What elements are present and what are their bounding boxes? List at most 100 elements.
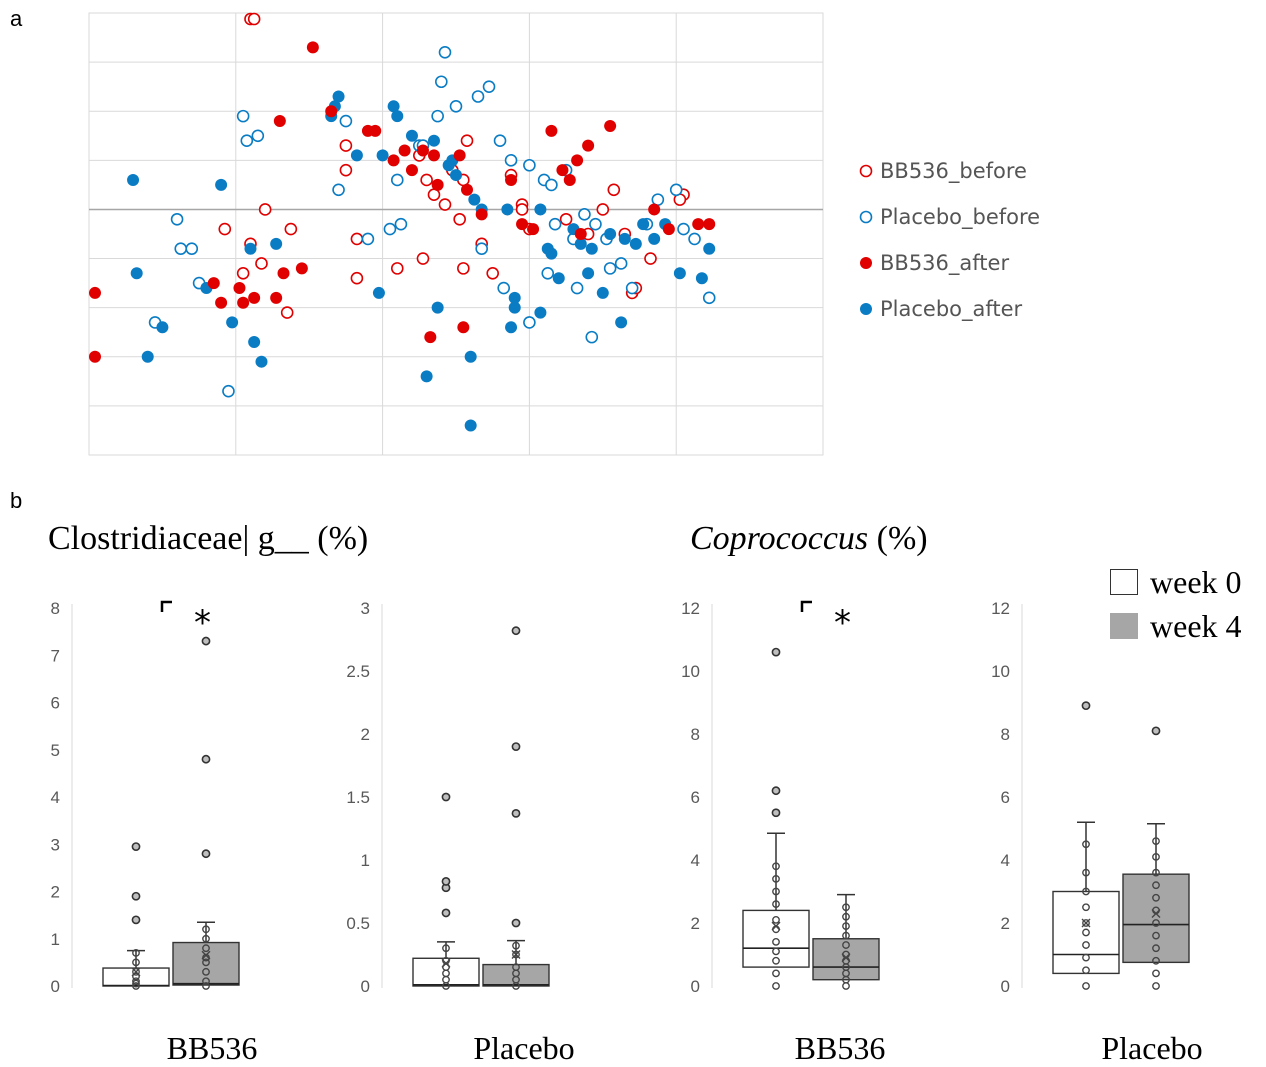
outlier-point xyxy=(511,626,521,636)
outlier-point xyxy=(511,808,521,818)
y-tick-label: 7 xyxy=(51,646,60,665)
point-placebo-before xyxy=(578,208,591,221)
data-point xyxy=(1082,887,1090,896)
point-bb536-after xyxy=(692,218,705,231)
point-placebo-after xyxy=(376,149,389,162)
point-placebo-before xyxy=(251,129,265,143)
point-bb536-after xyxy=(295,262,308,275)
mean-marker xyxy=(201,950,211,960)
point-placebo-after xyxy=(615,316,628,329)
y-tick-label: 4 xyxy=(1001,851,1010,870)
data-point xyxy=(772,862,780,871)
outlier-point xyxy=(511,918,521,928)
box-week4 xyxy=(812,893,880,990)
point-placebo-before xyxy=(523,316,536,329)
point-placebo-after xyxy=(468,193,481,206)
point-bb536-before xyxy=(453,212,466,226)
outlier-point xyxy=(201,849,211,859)
data-point xyxy=(1152,837,1160,846)
point-bb536-after xyxy=(604,119,617,132)
data-point xyxy=(772,900,780,908)
y-tick-label: 0 xyxy=(1001,977,1010,996)
point-bb536-after xyxy=(306,41,319,54)
point-bb536-after xyxy=(369,124,382,137)
group-label-bb536-clostridiaceae: BB536 xyxy=(166,1030,258,1066)
boxplot-coprococcus-placebo: 0 2 4 6 8 10 12 xyxy=(991,599,1190,996)
data-point xyxy=(1152,852,1160,861)
y-tick-label: 4 xyxy=(691,851,700,870)
box-week4 xyxy=(1122,726,1190,990)
outlier-point xyxy=(1081,701,1091,711)
point-placebo-after xyxy=(226,316,239,329)
data-point xyxy=(1152,931,1160,940)
point-placebo-after xyxy=(130,267,143,280)
data-point xyxy=(772,947,780,956)
point-placebo-after xyxy=(464,350,477,363)
point-placebo-before xyxy=(240,134,254,147)
data-point xyxy=(772,982,780,990)
y-tick-label: 10 xyxy=(991,662,1010,681)
point-placebo-after xyxy=(585,242,598,255)
data-point xyxy=(132,977,140,986)
y-tick-label: 6 xyxy=(691,788,700,807)
point-bb536-before xyxy=(390,262,404,275)
mean-marker xyxy=(441,958,451,968)
point-bb536-after xyxy=(648,203,661,216)
outlier-point xyxy=(201,636,211,646)
point-bb536-after xyxy=(398,144,411,157)
box-week0 xyxy=(742,647,810,990)
point-bb536-after xyxy=(325,105,338,118)
significance-star: * xyxy=(834,603,851,643)
point-bb536-before xyxy=(218,222,232,236)
point-placebo-before xyxy=(332,183,345,197)
point-placebo-before xyxy=(570,281,584,295)
point-bb536-after xyxy=(89,350,101,363)
point-bb536-before xyxy=(457,262,470,275)
y-tick-label: 1 xyxy=(361,851,370,870)
point-bb536-after xyxy=(574,228,587,240)
point-placebo-after xyxy=(637,218,650,231)
coprococcus-genus: Coprococcus xyxy=(690,520,869,557)
point-placebo-before xyxy=(431,109,444,123)
point-placebo-after xyxy=(618,232,631,245)
point-placebo-before xyxy=(585,330,599,344)
box-week4 xyxy=(172,636,240,990)
data-point xyxy=(202,982,210,990)
point-bb536-after xyxy=(89,286,101,299)
data-point xyxy=(512,950,520,959)
point-placebo-before xyxy=(541,266,555,280)
point-placebo-after xyxy=(545,247,558,260)
point-placebo-after xyxy=(255,355,268,368)
point-placebo-before xyxy=(702,291,716,305)
legend-item-placebo-after: Placebo_after xyxy=(858,286,1040,332)
white-swatch-icon xyxy=(1110,569,1138,595)
point-placebo-after xyxy=(332,90,345,103)
point-placebo-after xyxy=(552,272,565,285)
mean-marker xyxy=(1151,909,1161,919)
point-bb536-before xyxy=(339,139,353,152)
data-point xyxy=(1152,944,1160,953)
point-bb536-after xyxy=(582,139,595,152)
legend-label: BB536_before xyxy=(880,159,1027,183)
point-placebo-after xyxy=(534,203,547,216)
data-point xyxy=(132,982,140,990)
data-point xyxy=(1082,868,1090,877)
filled-red-circle-icon xyxy=(860,257,872,269)
data-point xyxy=(132,972,140,981)
point-bb536-after xyxy=(703,218,716,231)
point-bb536-after xyxy=(233,282,246,295)
point-placebo-after xyxy=(127,173,140,186)
y-tick-label: 6 xyxy=(51,694,60,713)
y-tick-label: 1.5 xyxy=(346,788,370,807)
point-bb536-before xyxy=(559,212,573,226)
point-bb536-after xyxy=(545,124,558,137)
point-bb536-before xyxy=(460,134,474,147)
point-placebo-before xyxy=(222,384,235,398)
point-placebo-before xyxy=(471,90,485,103)
point-bb536-before xyxy=(644,252,657,265)
point-bb536-after xyxy=(387,154,400,167)
point-placebo-before xyxy=(339,114,353,128)
point-bb536-before xyxy=(420,173,433,187)
data-point xyxy=(842,941,850,949)
data-point xyxy=(132,958,140,967)
